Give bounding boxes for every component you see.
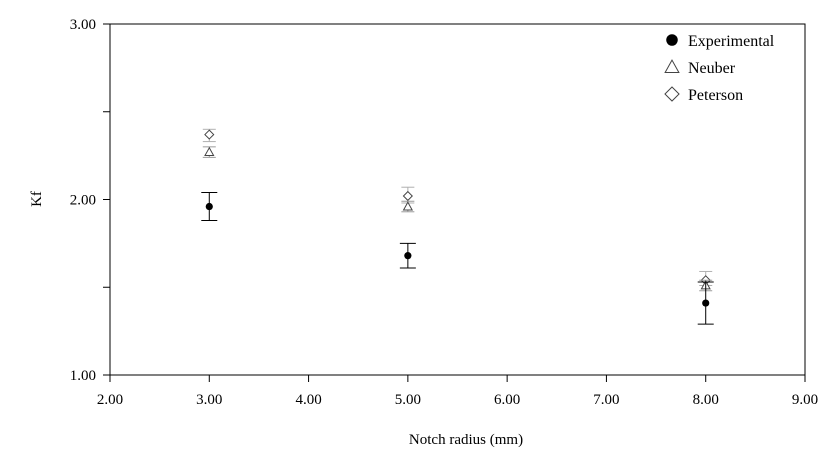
y-tick-label: 2.00: [70, 193, 96, 209]
legend-label-neuber: Neuber: [688, 60, 736, 77]
legend-item-neuber: Neuber: [664, 59, 736, 77]
legend-label-peterson: Peterson: [688, 87, 743, 104]
x-axis-label: Notch radius (mm): [409, 432, 523, 448]
neuber-point: [402, 201, 414, 211]
x-tick-label: 2.00: [97, 392, 123, 408]
y-axis-label: Kf: [29, 191, 45, 207]
legend: Experimental Neuber Peterson: [664, 33, 775, 104]
peterson-series: [202, 128, 713, 286]
x-tick-label: 6.00: [494, 392, 520, 408]
neuber-series: [202, 146, 713, 292]
x-tick-label: 8.00: [693, 392, 719, 408]
legend-item-peterson: Peterson: [664, 86, 743, 104]
experimental-point: [702, 299, 710, 307]
x-tick-label: 4.00: [295, 392, 321, 408]
y-tick-label: 3.00: [70, 17, 96, 33]
legend-label-experimental: Experimental: [688, 33, 775, 50]
legend-marker-neuber: [664, 59, 680, 74]
experimental-point: [404, 252, 412, 260]
x-tick-label: 5.00: [395, 392, 421, 408]
experimental-series: [201, 191, 714, 325]
legend-marker-experimental: [666, 34, 678, 46]
x-tick-label: 3.00: [196, 392, 222, 408]
x-tick-label: 9.00: [792, 392, 818, 408]
neuber-point: [204, 146, 215, 157]
ticks: 2.00 3.00 4.00 5.00 6.00 7.00 8.00 9.001.002.00…: [70, 17, 818, 408]
experimental-point: [205, 202, 213, 211]
peterson-point: [402, 190, 413, 202]
legend-item-experimental: Experimental: [666, 33, 775, 50]
y-tick-label: 1.00: [70, 368, 96, 384]
legend-marker-peterson: [664, 86, 680, 102]
data-marks: [201, 128, 714, 325]
x-tick-label: 7.00: [593, 392, 619, 408]
peterson-point: [204, 129, 215, 140]
